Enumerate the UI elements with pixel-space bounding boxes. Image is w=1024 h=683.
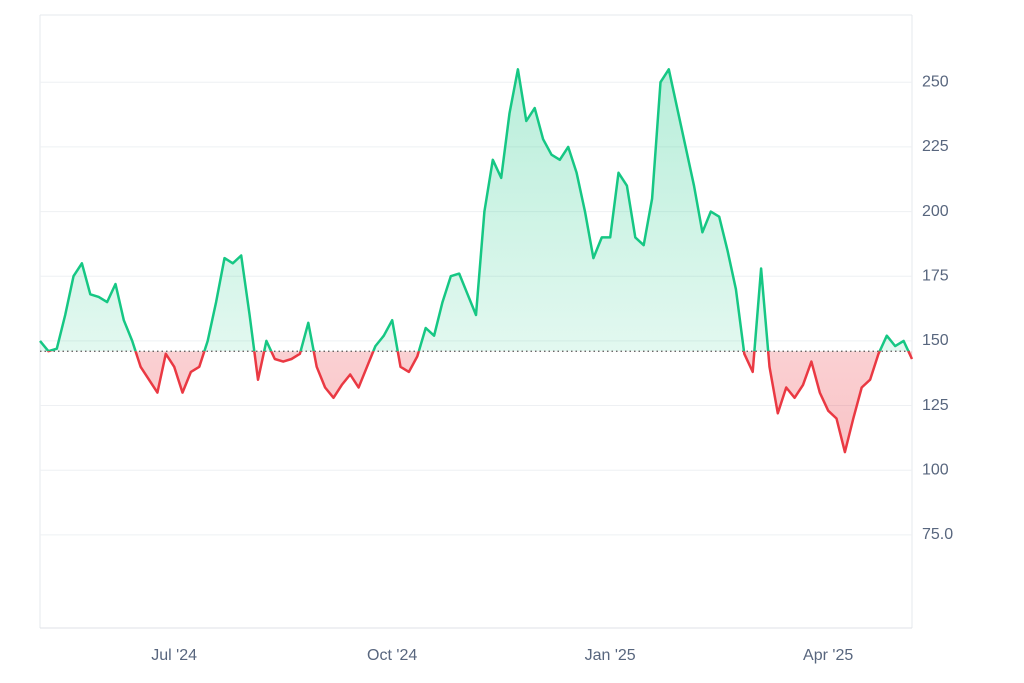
x-tick-label: Jul '24 [151, 647, 197, 664]
area-up [40, 69, 909, 352]
y-tick-label: 75.0 [922, 526, 953, 543]
y-tick-label: 200 [922, 203, 949, 220]
x-tick-label: Apr '25 [803, 647, 853, 664]
y-tick-label: 175 [922, 267, 949, 284]
y-tick-label: 125 [922, 397, 949, 414]
y-tick-label: 100 [922, 461, 949, 478]
y-tick-label: 250 [922, 73, 949, 90]
y-tick-label: 150 [922, 332, 949, 349]
price-line-down [46, 351, 914, 454]
x-tick-label: Jan '25 [585, 647, 636, 664]
price-line-up [39, 68, 910, 352]
x-tick-label: Oct '24 [367, 647, 417, 664]
y-tick-label: 225 [922, 138, 949, 155]
area-down [40, 351, 912, 453]
